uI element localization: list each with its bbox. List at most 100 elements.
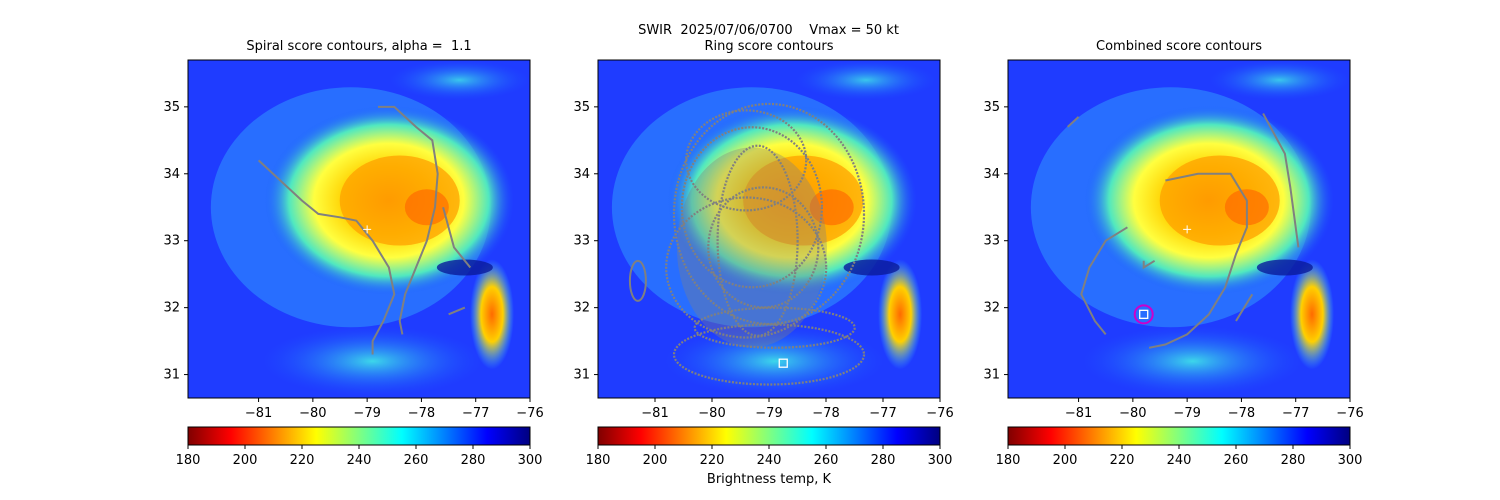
colorbar-tick-label: 280 xyxy=(1281,453,1306,468)
y-tick-label: 33 xyxy=(983,234,1000,249)
x-tick-label: −80 xyxy=(698,406,725,421)
colorbar-tick-label: 260 xyxy=(404,453,429,468)
colorbar-tick-label: 220 xyxy=(1110,453,1135,468)
y-tick-label: 31 xyxy=(163,368,180,383)
y-tick-label: 32 xyxy=(983,301,1000,316)
panel-title-ring: Ring score contours xyxy=(704,39,834,54)
colorbar-gradient xyxy=(597,426,941,446)
center-plus-marker xyxy=(1183,225,1192,234)
x-tick-label: −80 xyxy=(1119,406,1146,421)
contour-line xyxy=(1148,172,1248,349)
colorbar-tick-label: 180 xyxy=(996,453,1021,468)
clear-slot xyxy=(843,259,900,276)
plot-area xyxy=(598,60,940,398)
colorbar-label: Brightness temp, K xyxy=(706,472,832,487)
colorbar-gradient xyxy=(1007,426,1351,446)
colorbar: 180 200 220 240 260 280 300 xyxy=(996,426,1363,468)
ring-contour-line xyxy=(707,186,820,309)
y-tick-label: 33 xyxy=(573,234,590,249)
colorbar-tick-label: 240 xyxy=(347,453,372,468)
axes-frame xyxy=(187,59,531,399)
colorbar: 180 200 220 240 260 280 300 xyxy=(176,426,543,468)
contour-line xyxy=(1067,116,1080,128)
y-tick-label: 31 xyxy=(573,368,590,383)
y-tick-label: 32 xyxy=(163,301,180,316)
ring-circle-marker xyxy=(1133,304,1154,325)
colorbar-tick-label: 180 xyxy=(586,453,611,468)
ring-contour-line xyxy=(672,323,866,386)
colorbar-tick-label: 200 xyxy=(233,453,258,468)
ring-contour-line xyxy=(685,109,808,212)
colorbar-tick-label: 200 xyxy=(643,453,668,468)
ring-contour-dense-area xyxy=(676,147,827,348)
axes-frame xyxy=(1007,59,1351,399)
rainband-south xyxy=(262,326,483,397)
cloud-north xyxy=(1209,60,1350,101)
x-tick-label: −77 xyxy=(462,406,489,421)
x-tick-label: −76 xyxy=(1336,406,1363,421)
rainband-east xyxy=(1290,259,1334,370)
x-tick-label: −76 xyxy=(516,406,543,421)
colorbar-tick-label: 240 xyxy=(1167,453,1192,468)
colorbar-tick-label: 300 xyxy=(1338,453,1363,468)
rainband-south xyxy=(1082,326,1303,397)
panel-title-spiral: Spiral score contours, alpha = 1.1 xyxy=(246,39,472,54)
colorbar-tick-label: 260 xyxy=(1224,453,1249,468)
center-square-marker xyxy=(778,358,788,368)
x-tick-label: −77 xyxy=(1282,406,1309,421)
contour-line xyxy=(257,159,396,355)
x-tick-label: −77 xyxy=(869,406,896,421)
rainband-east xyxy=(470,259,514,370)
ring-contour-line xyxy=(716,144,799,337)
contour-line xyxy=(1080,226,1128,336)
center-plus-marker xyxy=(363,225,372,234)
contour-line xyxy=(442,206,472,269)
x-tick-label: −81 xyxy=(245,406,272,421)
cloud-north xyxy=(795,60,936,101)
score-contours xyxy=(1067,113,1300,349)
contour-line xyxy=(1262,113,1300,248)
panel-1: −81 −80 −79 −78 −77 −76 31 32 33 34 35 xyxy=(573,59,954,421)
y-tick-label: 34 xyxy=(573,167,590,182)
x-tick-label: −78 xyxy=(812,406,839,421)
y-tick-label: 32 xyxy=(573,301,590,316)
contour-line xyxy=(448,306,466,316)
x-tick-label: −79 xyxy=(353,406,380,421)
colorbar: 180 200 220 240 260 280 300 xyxy=(586,426,952,468)
clear-slot xyxy=(436,259,493,276)
y-tick-label: 34 xyxy=(983,167,1000,182)
x-tick-label: −80 xyxy=(299,406,326,421)
colorbar-tick-label: 180 xyxy=(176,453,201,468)
colorbar-tick-label: 220 xyxy=(700,453,725,468)
colorbar-tick-label: 300 xyxy=(518,453,543,468)
ring-contour-line xyxy=(628,259,647,302)
colorbar-gradient xyxy=(187,426,531,446)
cloud-core-hot xyxy=(809,189,854,226)
cloud-core-hot xyxy=(404,189,449,226)
plot-area xyxy=(1008,60,1350,398)
ring-contour-line xyxy=(672,102,866,326)
y-tick-label: 34 xyxy=(163,167,180,182)
colorbar-tick-label: 220 xyxy=(290,453,315,468)
ring-contour-line xyxy=(665,196,828,339)
contour-line xyxy=(378,105,439,335)
ring-contour-line xyxy=(680,126,823,289)
center-square-marker xyxy=(1139,309,1149,319)
x-tick-label: −79 xyxy=(1173,406,1200,421)
rainband-east xyxy=(878,259,923,370)
contour-line xyxy=(1235,293,1254,322)
ring-contours xyxy=(628,102,866,386)
colorbar-tick-label: 280 xyxy=(871,453,896,468)
x-tick-label: −76 xyxy=(926,406,953,421)
cloud-north xyxy=(389,60,530,101)
contour-line xyxy=(1142,259,1156,270)
y-tick-label: 33 xyxy=(163,234,180,249)
y-tick-label: 35 xyxy=(983,100,1000,115)
colorbar-tick-label: 240 xyxy=(757,453,782,468)
score-contours xyxy=(257,105,472,355)
colorbar-tick-label: 200 xyxy=(1053,453,1078,468)
panel-title-combined: Combined score contours xyxy=(1096,39,1262,54)
x-tick-label: −78 xyxy=(1228,406,1255,421)
panel-0: −81 −80 −79 −78 −77 −76 31 32 33 34 35 xyxy=(163,59,544,421)
